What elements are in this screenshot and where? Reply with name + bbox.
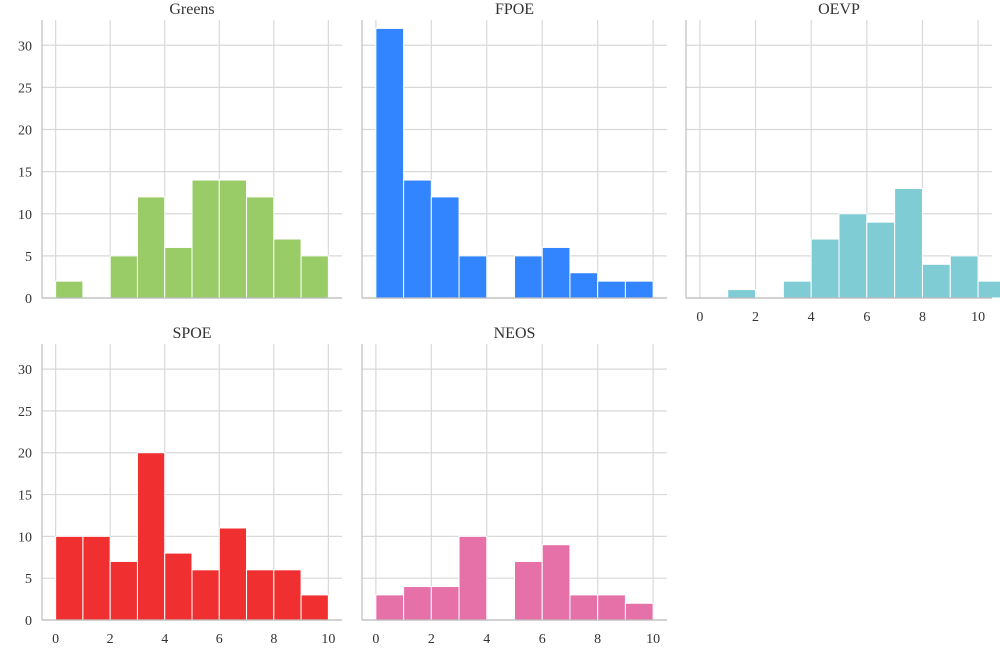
histogram-bar-oevp — [949, 255, 979, 299]
histogram-bar-neos — [514, 560, 543, 621]
y-tick-label: 15 — [18, 489, 32, 504]
histogram-bar-neos — [458, 535, 488, 621]
histogram-bar-greens — [109, 255, 138, 299]
histogram-bar-neos — [403, 586, 432, 621]
histogram-bar-neos — [375, 594, 405, 621]
histogram-bar-greens — [136, 196, 166, 299]
x-tick-label: 0 — [52, 632, 59, 647]
histogram-bar-oevp — [894, 187, 923, 299]
x-tick-label: 10 — [646, 632, 660, 647]
histogram-bar-fpoe — [597, 280, 626, 299]
x-tick-label: 10 — [321, 632, 335, 647]
histogram-bar-greens — [300, 255, 329, 299]
histogram-bar-neos — [624, 602, 654, 621]
histogram-bar-oevp — [977, 280, 1000, 299]
histogram-bar-neos — [541, 544, 571, 621]
y-tick-label: 10 — [18, 530, 32, 545]
panel-title-oevp: OEVP — [818, 1, 860, 18]
histogram-bar-spoe — [246, 569, 275, 621]
histogram-bar-fpoe — [430, 196, 460, 299]
y-tick-label: 5 — [25, 572, 32, 587]
panel-title-greens: Greens — [169, 1, 214, 18]
histogram-bar-greens — [273, 238, 302, 299]
histogram-bar-greens — [191, 179, 220, 299]
panel-title-spoe: SPOE — [172, 325, 211, 342]
x-tick-label: 2 — [428, 632, 435, 647]
x-tick-label: 6 — [863, 310, 870, 325]
y-tick-label: 25 — [18, 405, 32, 420]
histogram-bar-fpoe — [624, 280, 654, 299]
x-tick-label: 6 — [539, 632, 546, 647]
y-tick-label: 20 — [18, 447, 32, 462]
x-tick-label: 0 — [696, 310, 703, 325]
histogram-bar-spoe — [55, 535, 84, 621]
histogram-bar-neos — [597, 594, 626, 621]
histogram-bar-greens — [218, 179, 248, 299]
histogram-bar-fpoe — [403, 179, 432, 299]
histogram-bar-oevp — [782, 280, 812, 299]
histogram-bar-oevp — [838, 213, 868, 299]
y-tick-label: 5 — [25, 250, 32, 265]
histogram-bar-spoe — [273, 569, 302, 621]
y-tick-label: 15 — [18, 166, 32, 181]
histogram-bar-fpoe — [541, 246, 571, 299]
y-tick-label: 30 — [18, 39, 32, 54]
x-tick-label: 0 — [372, 632, 379, 647]
histogram-bar-oevp — [727, 289, 757, 299]
histogram-bar-oevp — [810, 238, 840, 299]
x-tick-label: 4 — [483, 632, 490, 647]
histogram-bar-oevp — [866, 221, 896, 299]
histogram-bar-fpoe — [569, 272, 599, 299]
histogram-bar-spoe — [164, 552, 193, 621]
x-tick-label: 10 — [971, 310, 985, 325]
y-tick-label: 0 — [25, 292, 32, 307]
histogram-bar-spoe — [300, 594, 329, 621]
x-tick-label: 8 — [270, 632, 277, 647]
x-tick-label: 8 — [594, 632, 601, 647]
y-tick-label: 0 — [25, 614, 32, 629]
histogram-bar-spoe — [109, 560, 138, 621]
histogram-bar-spoe — [82, 535, 111, 621]
histogram-bar-spoe — [191, 569, 220, 621]
y-tick-label: 20 — [18, 124, 32, 139]
histogram-bar-oevp — [921, 263, 951, 299]
panel-title-fpoe: FPOE — [495, 1, 534, 18]
y-tick-label: 30 — [18, 363, 32, 378]
x-tick-label: 4 — [808, 310, 815, 325]
histogram-bar-fpoe — [514, 255, 543, 299]
histogram-bar-fpoe — [375, 27, 405, 299]
x-tick-label: 2 — [107, 632, 114, 647]
x-tick-label: 6 — [216, 632, 223, 647]
x-tick-label: 2 — [752, 310, 759, 325]
histogram-bar-greens — [246, 196, 275, 299]
histogram-bar-greens — [55, 280, 84, 299]
histogram-bar-fpoe — [458, 255, 488, 299]
y-tick-label: 25 — [18, 81, 32, 96]
panel-title-neos: NEOS — [494, 325, 536, 342]
histogram-bar-spoe — [218, 527, 248, 621]
histogram-bar-neos — [430, 586, 460, 621]
histogram-bar-neos — [569, 594, 599, 621]
histogram-bar-spoe — [136, 452, 166, 621]
y-tick-label: 10 — [18, 208, 32, 223]
histogram-bar-greens — [164, 246, 193, 299]
x-tick-label: 8 — [919, 310, 926, 325]
x-tick-label: 4 — [161, 632, 168, 647]
